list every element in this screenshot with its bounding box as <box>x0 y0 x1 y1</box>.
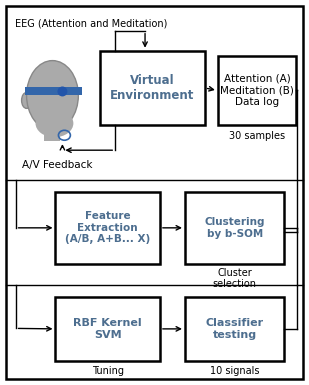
Ellipse shape <box>36 109 73 137</box>
Text: Classifier
testing: Classifier testing <box>205 318 264 340</box>
Text: 10 signals: 10 signals <box>210 366 259 376</box>
Text: Virtual
Environment: Virtual Environment <box>110 74 195 102</box>
Ellipse shape <box>22 92 32 109</box>
Text: 30 samples: 30 samples <box>229 131 285 141</box>
Bar <box>185 296 284 361</box>
Bar <box>25 87 82 95</box>
Text: A/V Feedback: A/V Feedback <box>22 160 93 170</box>
Bar <box>185 192 284 264</box>
Text: Attention (A)
Meditation (B)
Data log: Attention (A) Meditation (B) Data log <box>220 74 294 107</box>
Text: Clustering
by b-SOM: Clustering by b-SOM <box>204 217 265 239</box>
Bar <box>218 55 296 125</box>
Bar <box>55 296 160 361</box>
Ellipse shape <box>27 60 78 130</box>
Text: RBF Kernel
SVM: RBF Kernel SVM <box>74 318 142 340</box>
Bar <box>55 192 160 264</box>
Text: EEG (Attention and Meditation): EEG (Attention and Meditation) <box>15 19 167 29</box>
Bar <box>100 51 205 125</box>
Text: Cluster
selection: Cluster selection <box>213 268 257 289</box>
Circle shape <box>57 87 67 96</box>
Bar <box>44 123 61 141</box>
Text: Tuning: Tuning <box>92 366 124 376</box>
Text: Feature
Extraction
(A/B, A+B... X): Feature Extraction (A/B, A+B... X) <box>65 211 150 244</box>
